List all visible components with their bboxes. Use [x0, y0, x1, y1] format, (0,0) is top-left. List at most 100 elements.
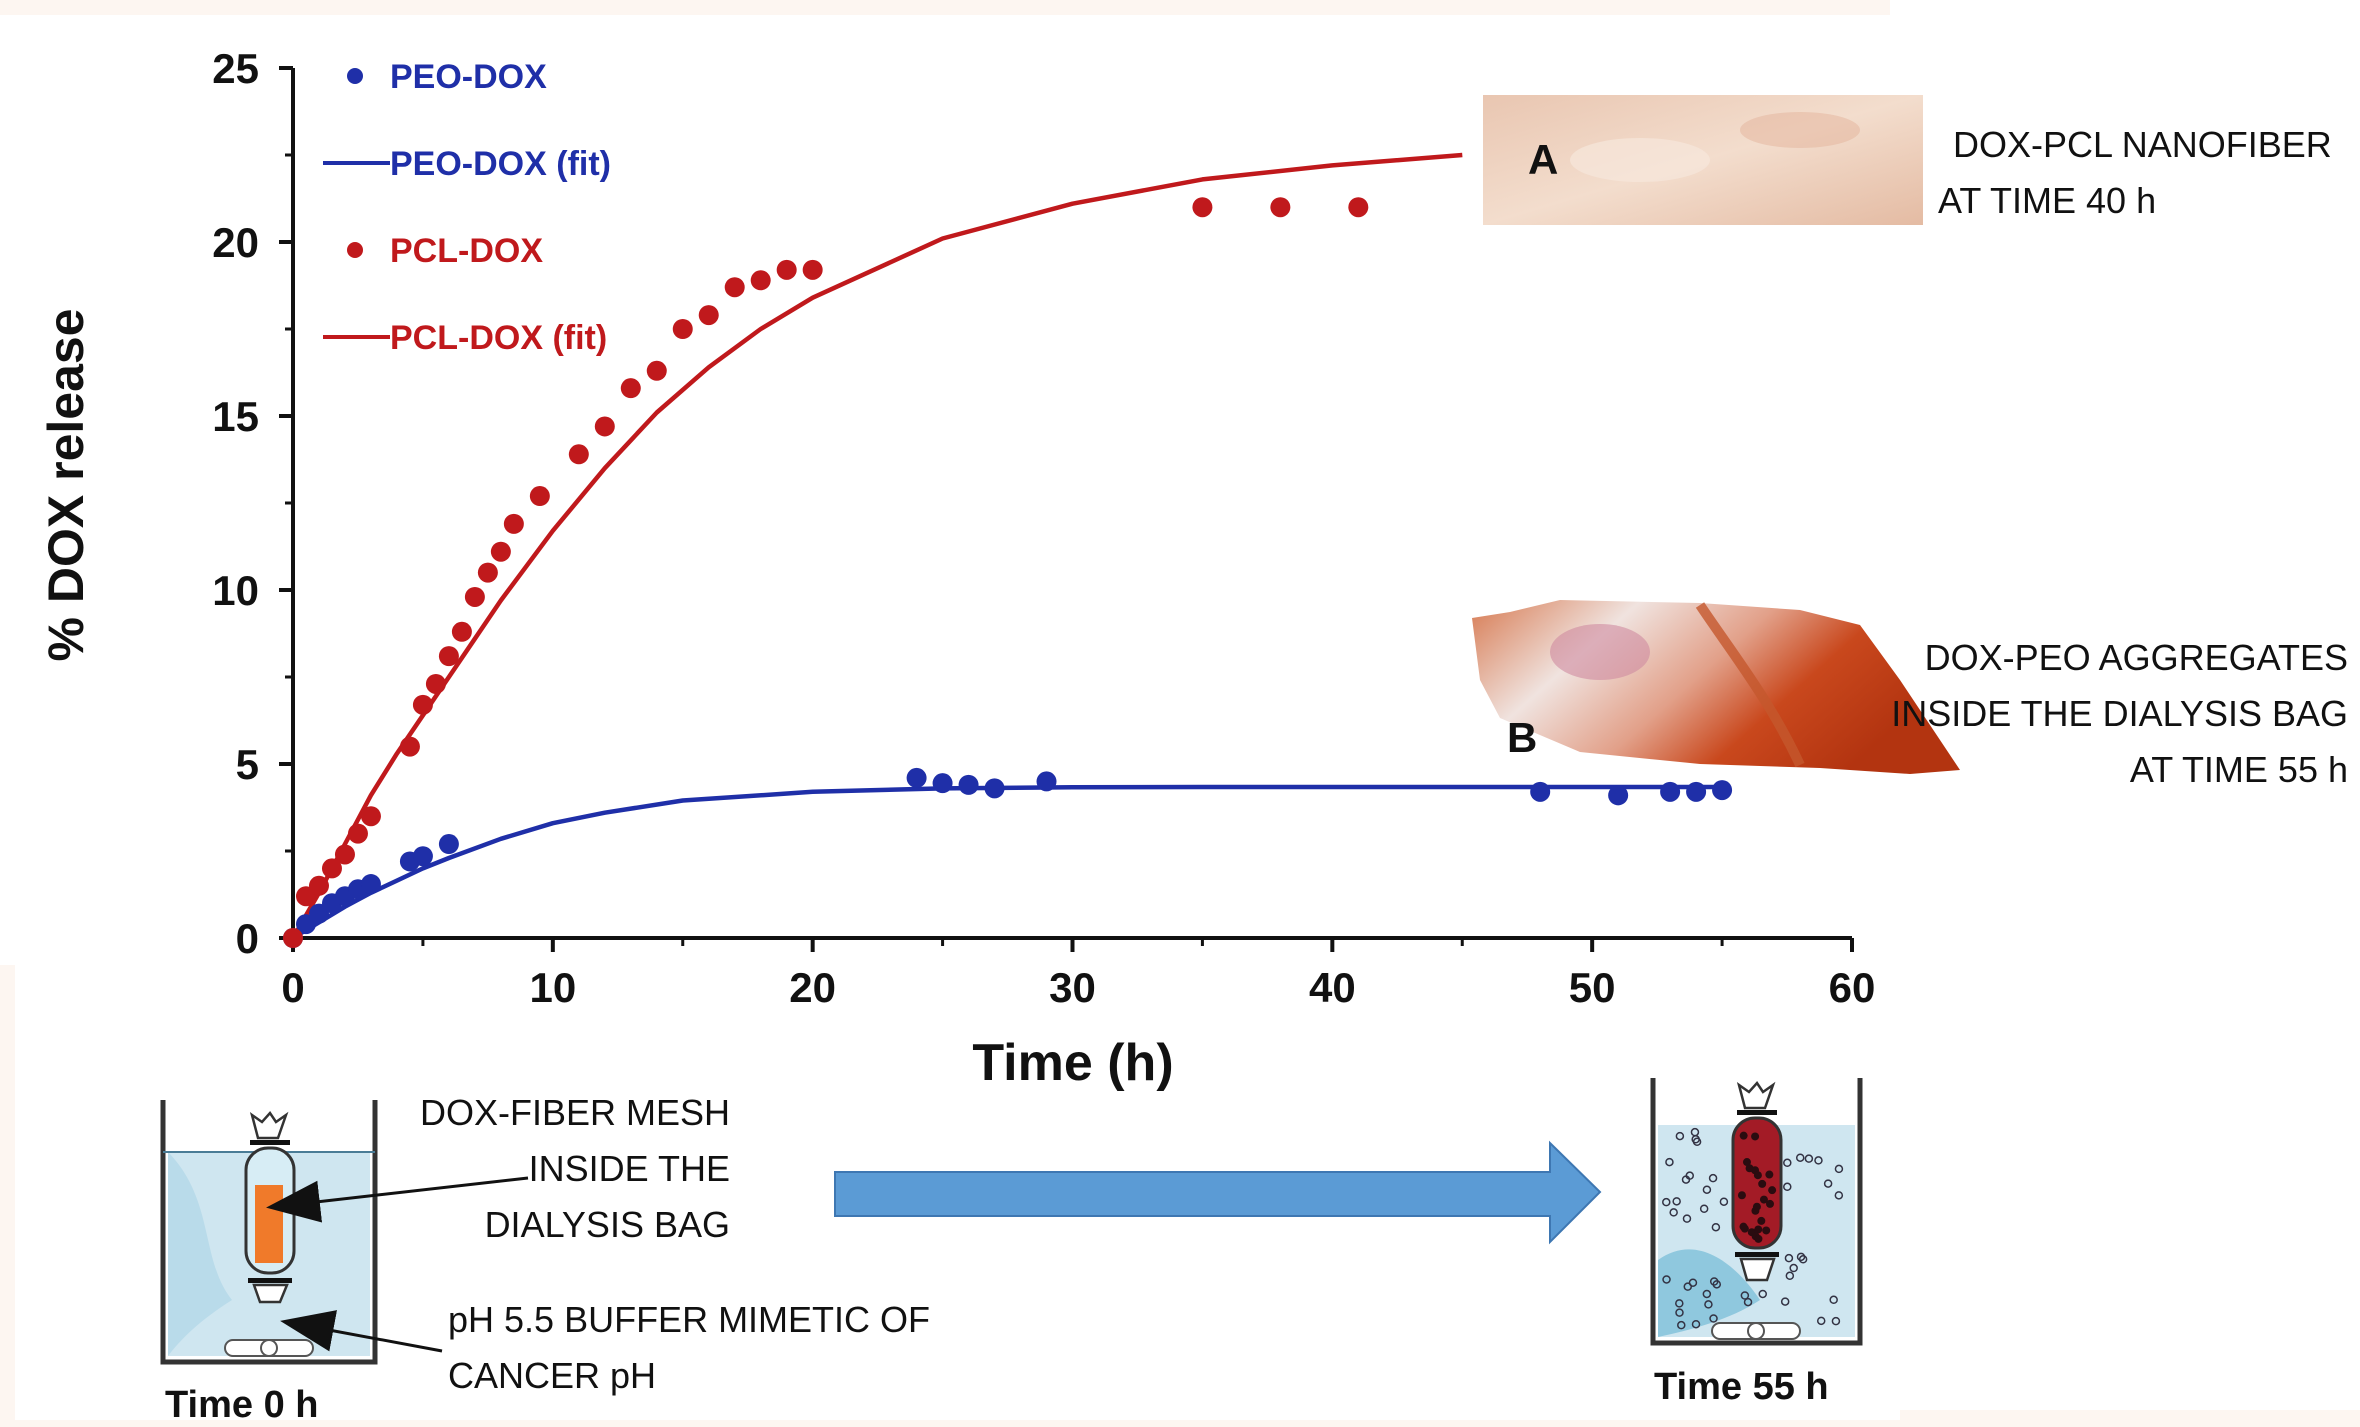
pcl-dox-point — [412, 694, 433, 715]
bag-aggregate-dot — [1754, 1234, 1763, 1243]
peo-dox-point — [984, 778, 1005, 799]
buffer-dot — [1683, 1282, 1693, 1291]
x-tick-label: 60 — [1829, 964, 1876, 1011]
chart-legend: PEO-DOX PEO-DOX (fit) PCL-DOX PCL-DOX (fit) — [323, 58, 611, 357]
time-end-label: Time 55 h — [1654, 1366, 1829, 1408]
dialysis-bag-end — [1731, 1116, 1783, 1250]
x-tick-label: 20 — [789, 964, 836, 1011]
pcl-dox-point — [750, 270, 771, 291]
dialysis-bag-end-top — [1736, 1080, 1776, 1110]
dox-fiber-mesh — [255, 1185, 283, 1263]
pcl-dox-point — [529, 486, 550, 507]
buffer-dot — [1804, 1154, 1814, 1163]
pcl-dox-point — [698, 305, 719, 326]
peo-dox-point — [1608, 785, 1629, 806]
buffer-dot — [1708, 1173, 1718, 1183]
buffer-dot — [1783, 1182, 1792, 1192]
pcl-dox-point — [347, 823, 368, 844]
time-start-label: Time 0 h — [165, 1384, 319, 1426]
beaker-start-wave — [168, 1152, 232, 1356]
peo-dox-point — [1530, 781, 1551, 802]
stir-bar-center-end — [1747, 1322, 1765, 1340]
peo-dox-point — [438, 834, 459, 855]
peo-dox-point — [932, 773, 953, 794]
buffer-dot — [1688, 1278, 1698, 1287]
buffer-dot — [1823, 1179, 1833, 1188]
buffer-dot — [1798, 1255, 1808, 1264]
buffer-dot — [1719, 1197, 1729, 1206]
x-tick-label: 0 — [281, 964, 304, 1011]
photo-a-highlight — [1570, 138, 1710, 182]
buffer-dot — [1709, 1314, 1718, 1323]
pcl-dox-point — [321, 858, 342, 879]
bag-aggregate-dot — [1768, 1186, 1777, 1195]
bag-aggregate-dot — [1762, 1226, 1771, 1235]
buffer-dots — [1662, 1127, 1844, 1330]
buffer-dot — [1675, 1131, 1685, 1141]
buffer-dot — [1702, 1185, 1712, 1194]
buffer-dot — [1834, 1191, 1844, 1200]
x-tick-label: 10 — [529, 964, 576, 1011]
pcl-dox-point — [399, 736, 420, 757]
stir-bar-center-start — [260, 1339, 278, 1357]
photo-b-spot — [1550, 624, 1650, 680]
pcl-dox-point — [776, 259, 797, 280]
pcl-dox-point — [1192, 197, 1213, 218]
buffer-dot — [1665, 1157, 1674, 1167]
pcl-dox-point — [438, 646, 459, 667]
series-points — [283, 197, 1733, 948]
pcl-dox-point — [646, 360, 667, 381]
bag-aggregate-dot — [1765, 1170, 1774, 1179]
buffer-dot — [1691, 1319, 1701, 1329]
peo-dox-point — [1712, 780, 1733, 801]
photo-a-caption: DOX-PCL NANOFIBER AT TIME 40 h — [1938, 124, 2332, 221]
photo-a-shadow — [1740, 112, 1860, 148]
y-tick-label: 20 — [212, 219, 259, 266]
buffer-dot — [1743, 1297, 1753, 1307]
mesh-pointer-arrow — [266, 1176, 529, 1223]
pcl-dox-point — [724, 277, 745, 298]
buffer-dot — [1783, 1158, 1792, 1168]
buffer-dot — [1795, 1153, 1805, 1162]
x-ticks: 0 10 20 30 40 50 60 — [281, 938, 1875, 1011]
time-progress-arrow — [834, 1140, 1602, 1245]
photo-a-letter: A — [1528, 136, 1559, 183]
pcl-dox-point — [334, 844, 355, 865]
peo-dox-point — [1660, 781, 1681, 802]
mesh-label: DOX-FIBER MESH INSIDE THE DIALYSIS BAG — [419, 1092, 730, 1245]
x-tick-label: 40 — [1309, 964, 1356, 1011]
legend-label: PEO-DOX — [390, 58, 547, 96]
buffer-dot — [1796, 1252, 1806, 1262]
bag-aggregate-dot — [1759, 1195, 1768, 1204]
bag-aggregates — [1737, 1131, 1777, 1243]
dialysis-clip-bottom-start — [248, 1278, 292, 1283]
buffer-dot — [1677, 1320, 1686, 1330]
buffer-dot — [1784, 1253, 1794, 1263]
bag-aggregate-dot — [1766, 1199, 1775, 1208]
buffer-dot — [1690, 1127, 1700, 1137]
buffer-dot — [1831, 1316, 1841, 1326]
photo-b-fold — [1695, 602, 1805, 768]
x-tick-label: 50 — [1569, 964, 1616, 1011]
legend-point-swatch — [347, 68, 363, 84]
y-tick-label: 15 — [212, 393, 259, 440]
y-tick-label: 10 — [212, 567, 259, 614]
buffer-dot — [1699, 1204, 1709, 1213]
buffer-dot — [1789, 1263, 1798, 1273]
legend-label: PCL-DOX — [390, 232, 543, 270]
beaker-start-wall — [160, 1100, 378, 1365]
pcl-dox-point — [360, 806, 381, 827]
pcl-dox-point — [568, 444, 589, 465]
y-ticks: 0 5 10 15 20 25 — [212, 45, 293, 962]
buffer-dot — [1829, 1295, 1838, 1305]
bag-aggregate-dot — [1742, 1158, 1751, 1167]
pcl-dox-point — [503, 513, 524, 534]
buffer-dot — [1711, 1222, 1721, 1232]
dialysis-clip-top-start — [250, 1140, 290, 1145]
y-tick-label: 0 — [236, 915, 259, 962]
buffer-dot — [1704, 1300, 1713, 1309]
dialysis-clip-bottom-end — [1735, 1252, 1779, 1257]
pcl-dox-point — [451, 621, 472, 642]
pcl-dox-point — [594, 416, 615, 437]
buffer-dot — [1685, 1171, 1695, 1180]
